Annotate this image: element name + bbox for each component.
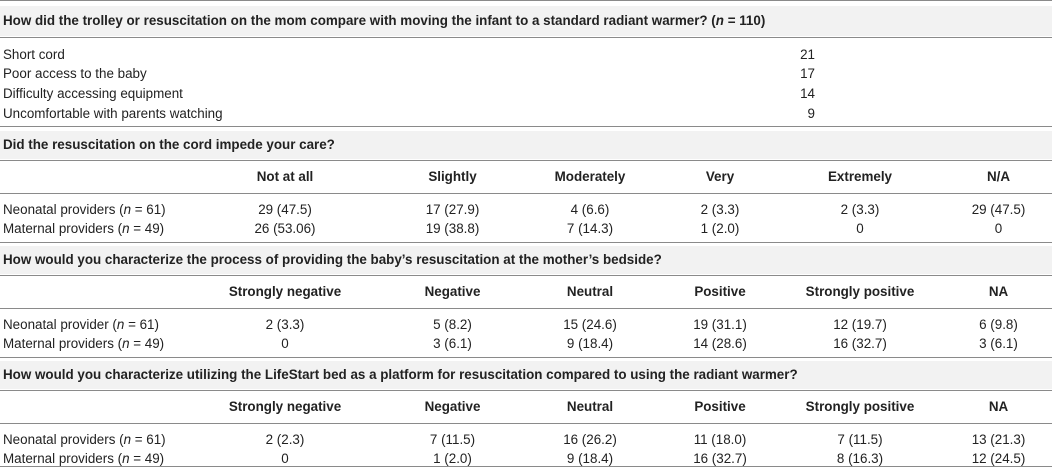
row-label: Difficulty accessing equipment	[3, 86, 183, 101]
column-header: Negative	[424, 284, 481, 299]
table-row: Neonatal provider (n = 61) 2 (3.3) 5 (8.…	[0, 316, 1052, 334]
column-header: N/A	[986, 169, 1011, 184]
table-row: Short cord 21	[0, 46, 1052, 64]
column-header: Very	[705, 169, 735, 184]
table-cell: 3 (6.1)	[433, 336, 472, 351]
table-cell: 3 (6.1)	[979, 336, 1018, 351]
table-cell: 29 (47.5)	[971, 202, 1026, 217]
table-cell: 7 (11.5)	[837, 432, 883, 447]
table-cell: 0	[856, 221, 864, 236]
column-header: Neutral	[566, 284, 614, 299]
table-row: Maternal providers (n = 49) 26 (53.06) 1…	[0, 220, 1052, 238]
column-header-row: Strongly negative Negative Neutral Posit…	[0, 398, 1052, 416]
table-cell: 0	[994, 221, 1003, 236]
table-cell: 16 (32.7)	[833, 336, 887, 351]
column-header: Slightly	[428, 169, 477, 184]
table-cell: 11 (18.0)	[693, 432, 747, 447]
table-cell: 12 (19.7)	[833, 317, 887, 332]
table-cell: 26 (53.06)	[254, 221, 316, 236]
table-cell: 1 (2.0)	[700, 221, 740, 236]
column-header: Moderately	[554, 169, 626, 184]
column-header: Positive	[694, 284, 746, 299]
table-cell: 2 (3.3)	[265, 317, 305, 332]
table-cell: 2 (2.3)	[265, 432, 305, 447]
table-row: Maternal providers (n = 49) 0 1 (2.0) 9 …	[0, 450, 1052, 468]
row-label: Neonatal providers (n = 61)	[3, 432, 166, 447]
section-question-row: How would you characterize utilizing the…	[0, 361, 1052, 389]
section-question: How did the trolley or resuscitation on …	[3, 13, 766, 28]
column-header: Strongly negative	[228, 284, 342, 299]
section-question-row: Did the resuscitation on the cord impede…	[0, 131, 1052, 159]
row-value: 21	[800, 47, 815, 62]
table-cell: 0	[281, 451, 289, 466]
section-question: Did the resuscitation on the cord impede…	[3, 137, 335, 152]
row-label: Neonatal providers (n = 61)	[3, 202, 166, 217]
table-cell: 7 (14.3)	[566, 221, 614, 236]
table-row: Neonatal providers (n = 61) 29 (47.5) 17…	[0, 201, 1052, 219]
table-cell: 13 (21.3)	[971, 432, 1026, 447]
row-label: Maternal providers (n = 49)	[3, 451, 165, 466]
column-header-row: Not at all Slightly Moderately Very Extr…	[0, 168, 1052, 186]
table-row: Poor access to the baby 17	[0, 65, 1052, 83]
table-cell: 5 (8.2)	[433, 317, 472, 332]
table-cell: 9 (18.4)	[566, 336, 614, 351]
column-header-row: Strongly negative Negative Neutral Posit…	[0, 283, 1052, 301]
table-cell: 0	[281, 336, 289, 351]
table-cell: 17 (27.9)	[425, 202, 480, 217]
table-row: Difficulty accessing equipment 14	[0, 85, 1052, 103]
row-value: 14	[800, 86, 815, 101]
column-header: Neutral	[566, 399, 614, 414]
row-label: Poor access to the baby	[3, 66, 147, 81]
table-cell: 9 (18.4)	[566, 451, 614, 466]
column-header: Strongly positive	[805, 284, 915, 299]
table-cell: 6 (9.8)	[979, 317, 1018, 332]
table-cell: 2 (3.3)	[840, 202, 880, 217]
table-cell: 14 (28.6)	[693, 336, 747, 351]
table-cell: 19 (31.1)	[693, 317, 747, 332]
row-label: Uncomfortable with parents watching	[3, 106, 223, 121]
section-question-row: How would you characterize the process o…	[0, 246, 1052, 274]
table-cell: 16 (26.2)	[563, 432, 617, 447]
table-row: Maternal providers (n = 49) 0 3 (6.1) 9 …	[0, 335, 1052, 353]
table-cell: 12 (24.5)	[971, 451, 1026, 466]
table-cell: 19 (38.8)	[425, 221, 480, 236]
table-cell: 15 (24.6)	[563, 317, 617, 332]
table-cell: 2 (3.3)	[700, 202, 740, 217]
table-cell: 4 (6.6)	[570, 202, 610, 217]
column-header: NA	[988, 399, 1009, 414]
table-row: Uncomfortable with parents watching 9	[0, 105, 1052, 123]
row-label: Maternal providers (n = 49)	[3, 336, 165, 351]
row-label: Neonatal provider (n = 61)	[3, 317, 159, 332]
table-cell: 7 (11.5)	[429, 432, 476, 447]
table-cell: 1 (2.0)	[433, 451, 472, 466]
column-header: Not at all	[256, 169, 314, 184]
row-value: 17	[800, 66, 815, 81]
section-question-row: How did the trolley or resuscitation on …	[0, 6, 1052, 36]
column-header: Extremely	[827, 169, 893, 184]
table-cell: 29 (47.5)	[258, 202, 312, 217]
row-label: Maternal providers (n = 49)	[3, 221, 165, 236]
section-question: How would you characterize utilizing the…	[3, 367, 798, 382]
row-label: Short cord	[3, 47, 65, 62]
column-header: Strongly negative	[228, 399, 342, 414]
column-header: Positive	[694, 399, 746, 414]
column-header: NA	[988, 284, 1009, 299]
column-header: Strongly positive	[805, 399, 915, 414]
row-value: 9	[807, 106, 815, 121]
table-cell: 8 (16.3)	[836, 451, 884, 466]
table-row: Neonatal providers (n = 61) 2 (2.3) 7 (1…	[0, 431, 1052, 449]
column-header: Negative	[424, 399, 481, 414]
section-question: How would you characterize the process o…	[3, 252, 662, 267]
table-cell: 16 (32.7)	[693, 451, 747, 466]
